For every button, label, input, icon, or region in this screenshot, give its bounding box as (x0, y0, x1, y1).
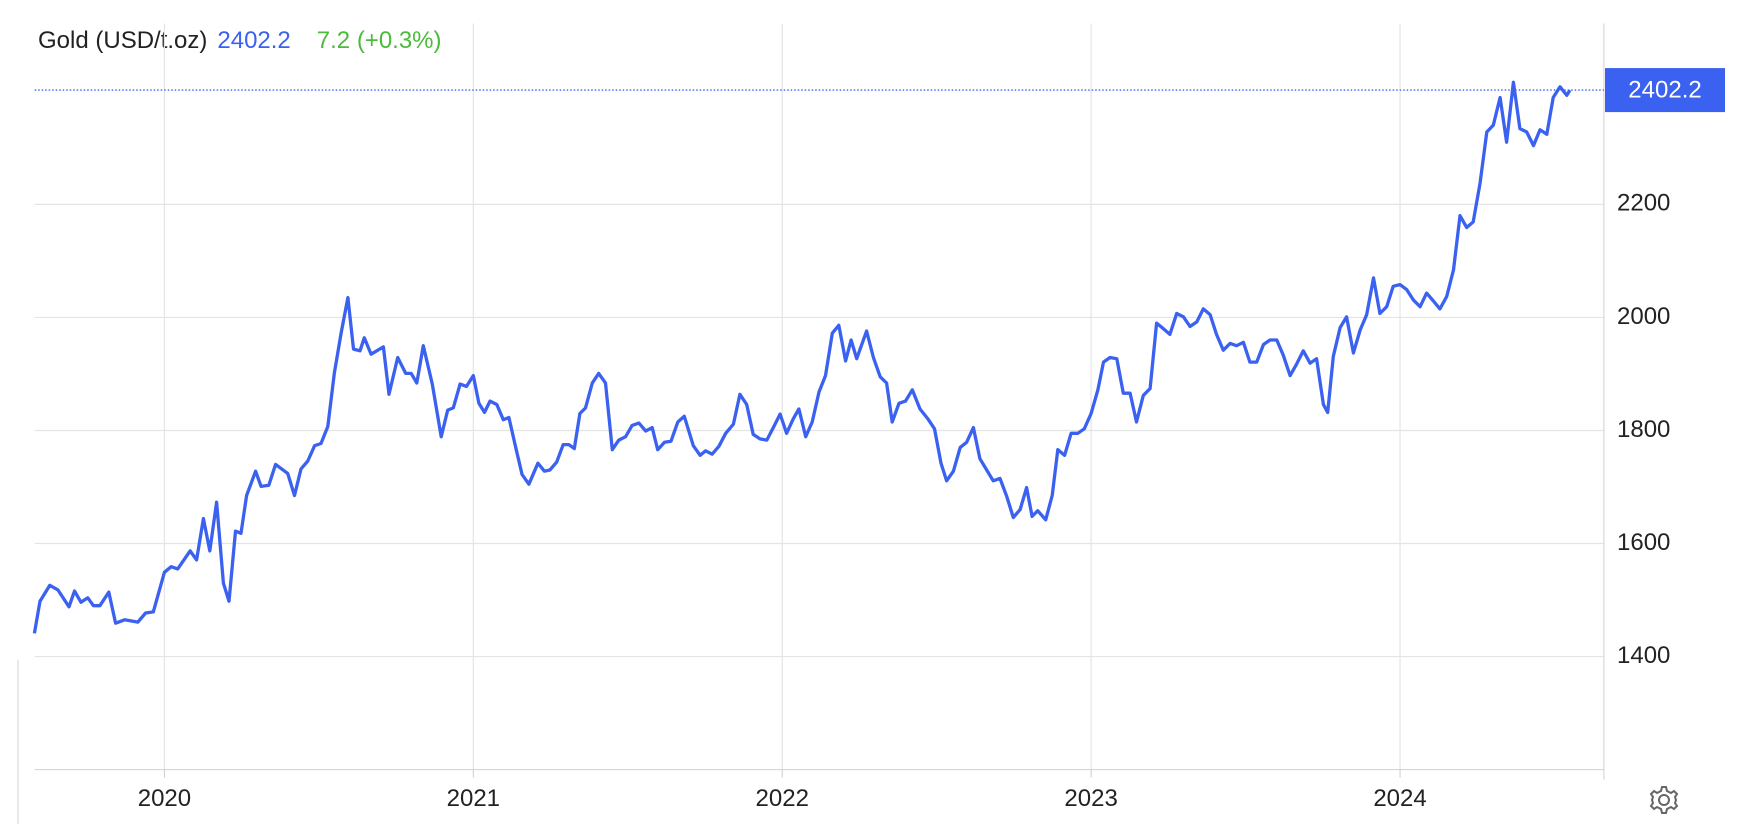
x-tick-label: 2022 (756, 785, 809, 812)
y-tick-label: 2000 (1617, 303, 1670, 330)
x-tick-label: 2024 (1373, 785, 1426, 812)
y-tick-label: 1800 (1617, 416, 1670, 443)
plot: 1400 1600 1800 2000 2200 2020 2021 2022 2023 2024… (17, 23, 1725, 824)
x-tick-label: 2023 (1064, 785, 1117, 812)
settings-icon-center (1658, 794, 1670, 806)
y-tick-label: 1400 (1617, 642, 1670, 669)
price-line (32, 80, 1572, 634)
last-price-box (1605, 68, 1725, 113)
y-tick-label: 1600 (1617, 529, 1670, 556)
last-price-label: 2402.2 (1628, 76, 1701, 103)
x-tick-label: 2020 (138, 785, 191, 812)
last-price: 2402.2 (217, 27, 290, 54)
x-tick-label: 2021 (447, 785, 500, 812)
settings-icon-gear (1649, 786, 1679, 814)
y-tick-label: 2200 (1617, 190, 1670, 217)
price-change: 7.2 (+0.3%) (317, 27, 442, 54)
chart-title: Gold (USD/t.oz) (38, 27, 207, 54)
settings-icon[interactable] (1649, 786, 1679, 814)
chart-header: Gold (USD/t.oz) 2402.2 7.2 (+0.3%) (38, 27, 442, 54)
